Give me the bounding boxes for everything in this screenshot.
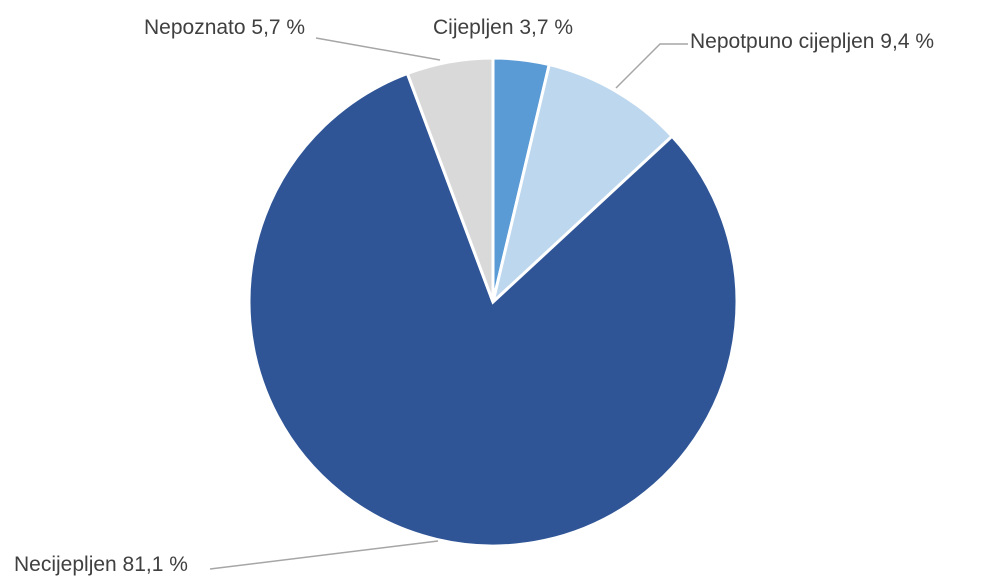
leader-line-nepoznato [315, 37, 441, 61]
data-label-nepotpuno-cijepljen: Nepotpuno cijepljen 9,4 % [690, 30, 934, 53]
pie-slice-necijepljen [247, 71, 739, 548]
data-label-necijepljen: Necijepljen 81,1 % [14, 553, 188, 576]
leader-line-nepotpuno-cijepljen [615, 43, 688, 89]
leader-lines [209, 37, 688, 570]
data-labels: Cijepljen 3,7 % Nepotpuno cijepljen 9,4 … [14, 16, 934, 576]
pie-slices [247, 56, 739, 548]
pie-slice-nepotpuno-cijepljen [490, 62, 675, 307]
pie-slice-nepoznato [405, 56, 495, 303]
data-label-nepoznato: Nepoznato 5,7 % [144, 16, 305, 39]
leader-line-necijepljen [209, 540, 439, 570]
data-label-cijepljen: Cijepljen 3,7 % [433, 16, 573, 39]
